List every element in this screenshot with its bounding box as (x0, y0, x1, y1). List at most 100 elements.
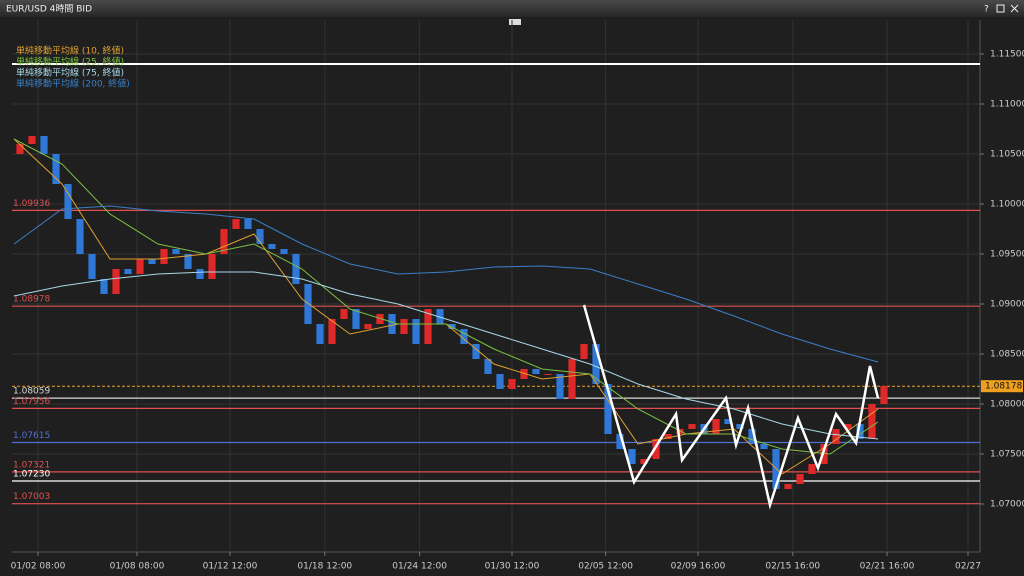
y-tick-label: 1.09500 (990, 250, 1024, 260)
price-level-label: 1.09936 (13, 199, 50, 209)
candle (856, 424, 864, 439)
candle (340, 309, 348, 319)
zigzag-line (582, 304, 880, 510)
x-tick-label: 02/09 16:00 (671, 562, 726, 572)
legend-entry: 単純移動平均線 (25, 終値) (16, 56, 124, 68)
candle (352, 309, 360, 329)
legend-entry: 単純移動平均線 (200, 終値) (16, 78, 130, 90)
candle (100, 279, 108, 294)
legend-entry: 単純移動平均線 (10, 終値) (16, 45, 124, 57)
current-price-box (981, 380, 1023, 393)
legend-entry: 単純移動平均線 (75, 終値) (16, 67, 124, 79)
moving-average (13, 271, 879, 440)
y-tick-label: 1.10500 (990, 150, 1024, 160)
candle (136, 259, 144, 274)
current-price-label: 1.08178 (985, 382, 1022, 392)
candle (220, 229, 228, 254)
candle (724, 419, 732, 424)
candle (148, 259, 156, 264)
candle (436, 309, 444, 324)
x-tick-label: 02/05 12:00 (578, 562, 633, 572)
x-tick-label: 02/21 16:00 (860, 562, 915, 572)
candle (16, 144, 24, 154)
y-tick-label: 1.08000 (990, 400, 1024, 410)
candle (160, 249, 168, 264)
candle (316, 324, 324, 344)
candle (580, 344, 588, 359)
candle (736, 424, 744, 429)
candle (76, 219, 84, 254)
candle (520, 369, 528, 379)
candle (496, 374, 504, 389)
candle (448, 324, 456, 329)
price-level-label: 1.08978 (13, 295, 50, 305)
close-button[interactable] (1010, 4, 1019, 13)
title-bar (0, 0, 1024, 17)
candle (208, 254, 216, 279)
candle (712, 419, 720, 434)
candle (28, 136, 36, 144)
candle (808, 464, 816, 474)
y-tick-label: 1.08500 (990, 350, 1024, 360)
x-tick-label: 01/02 08:00 (11, 562, 66, 572)
candle (400, 319, 408, 334)
candle (640, 459, 648, 464)
x-tick-label: 01/30 12:00 (485, 562, 540, 572)
candle (652, 439, 660, 459)
candle (52, 154, 60, 184)
candle (604, 384, 612, 434)
candle (628, 449, 636, 464)
candle (244, 219, 252, 229)
candle (184, 254, 192, 269)
help-button[interactable]: ? (984, 5, 989, 15)
candle (664, 434, 672, 439)
candle (364, 324, 372, 329)
y-tick-label: 1.07500 (990, 450, 1024, 460)
candle (124, 269, 132, 274)
candle (796, 474, 804, 484)
candle (544, 374, 552, 375)
candle (292, 254, 300, 284)
y-tick-label: 1.07000 (990, 500, 1024, 510)
price-level-label: 1.07956 (13, 397, 50, 407)
candle (172, 249, 180, 254)
candle (196, 269, 204, 279)
candle (832, 429, 840, 444)
candle (748, 429, 756, 444)
candle (616, 434, 624, 449)
price-level-label: 1.08059 (13, 387, 50, 397)
window-title: EUR/USD 4時間 BID (6, 4, 92, 15)
candle (556, 374, 564, 399)
price-level-label: 1.07003 (13, 492, 50, 502)
candle (424, 309, 432, 344)
candle (880, 386, 888, 404)
candle (460, 329, 468, 344)
candle (760, 444, 768, 449)
x-tick-label: 01/18 12:00 (297, 562, 352, 572)
candle (676, 429, 684, 434)
y-tick-label: 1.11500 (990, 50, 1024, 60)
candle (40, 136, 48, 154)
candle (784, 484, 792, 489)
y-tick-label: 1.10000 (990, 200, 1024, 210)
candle (64, 184, 72, 219)
collapse-handle[interactable] (509, 19, 521, 25)
y-tick-label: 1.11000 (990, 100, 1024, 110)
candle (508, 379, 516, 389)
candle (688, 424, 696, 429)
candle (472, 344, 480, 359)
candle (412, 319, 420, 344)
candle (844, 424, 852, 429)
candle (280, 249, 288, 254)
candle (820, 444, 828, 464)
y-tick-label: 1.09000 (990, 300, 1024, 310)
price-level-label: 1.07321 (13, 460, 50, 470)
maximize-button[interactable] (996, 4, 1005, 13)
candle (232, 219, 240, 229)
candle (388, 314, 396, 334)
candle (112, 269, 120, 294)
x-tick-label: 02/15 16:00 (765, 562, 820, 572)
candle (88, 254, 96, 279)
price-level-label: 1.07615 (13, 431, 50, 441)
